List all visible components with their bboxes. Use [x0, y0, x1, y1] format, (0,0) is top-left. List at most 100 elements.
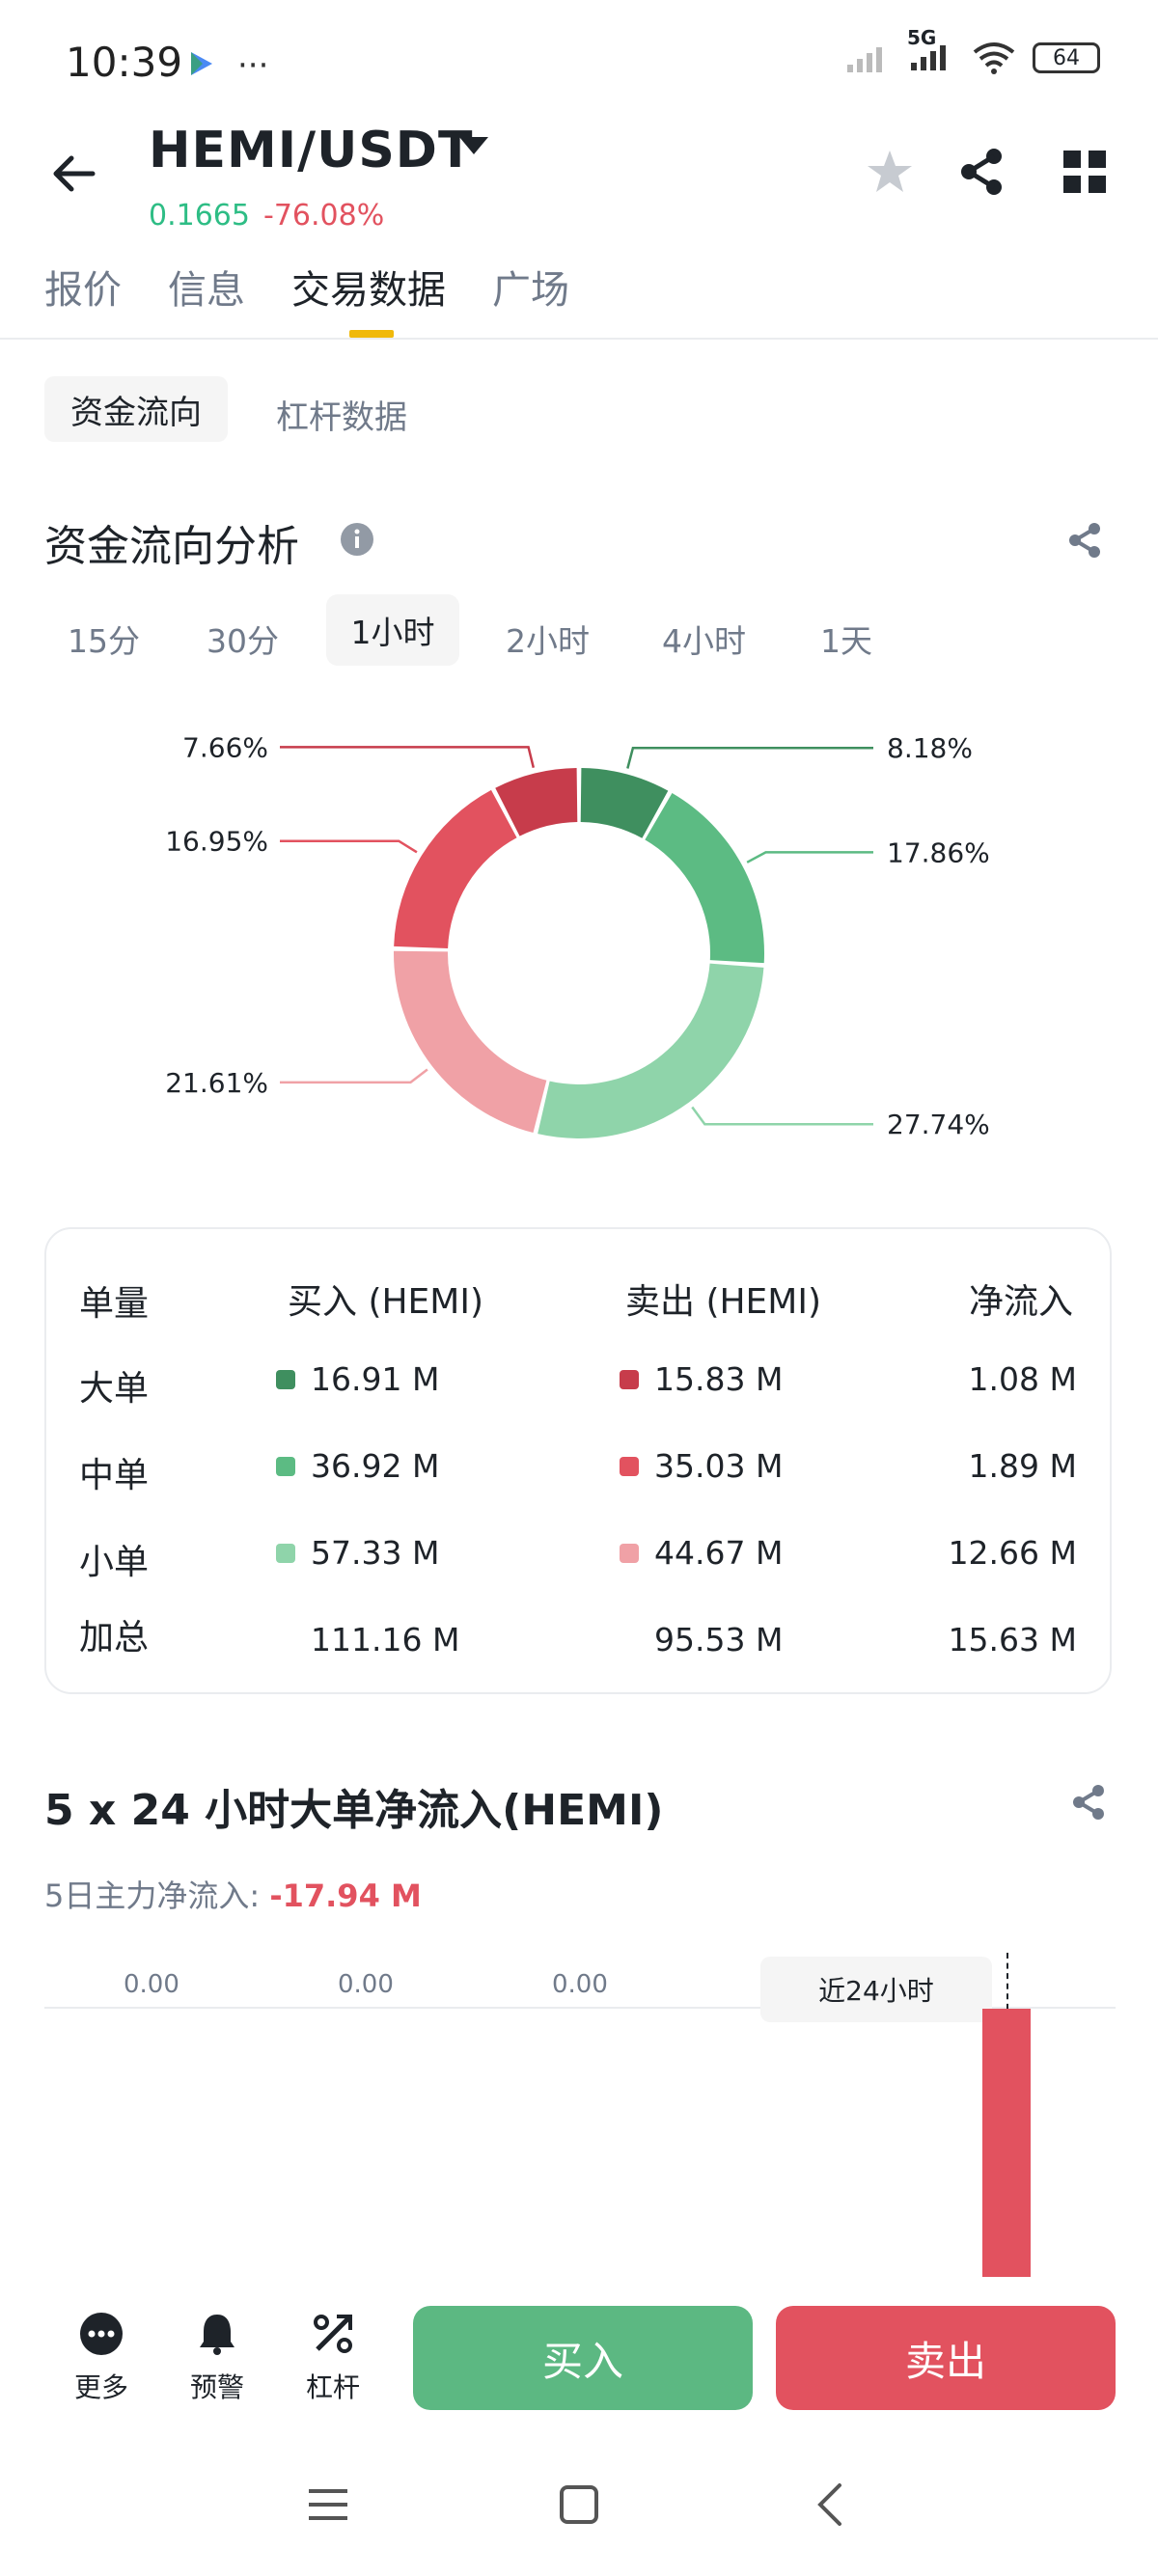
buy-button[interactable]: 买入 — [413, 2306, 753, 2410]
chart-tooltip: 近24小时 — [760, 1957, 992, 2022]
small-buy-value: 57.33 M — [311, 1534, 440, 1572]
donut-slice[interactable] — [538, 963, 764, 1138]
caret-down-icon[interactable] — [459, 137, 488, 156]
signal-icon — [847, 47, 882, 72]
row-label-large: 大单 — [79, 1369, 150, 1409]
price-change: -76.08% — [263, 199, 385, 233]
tabs-divider — [0, 338, 1158, 340]
legend-swatch — [620, 1369, 639, 1389]
leverage-label: 杠杆 — [305, 2371, 360, 2403]
status-time: 10:39 — [66, 39, 183, 86]
main-net-inflow: 5日主力净流入: -17.94 M — [44, 1872, 422, 1916]
legend-swatch — [620, 1543, 639, 1563]
star-icon[interactable] — [863, 145, 917, 199]
col-header-size: 单量 — [79, 1284, 150, 1324]
nav-back-icon[interactable] — [807, 2480, 857, 2530]
main-net-inflow-label: 5日主力净流入: — [44, 1877, 261, 1914]
medium-sell: 35.03 M — [620, 1447, 783, 1485]
active-tab-indicator — [349, 330, 394, 338]
small-buy: 57.33 M — [276, 1534, 439, 1572]
filter-1h[interactable]: 1小时 — [326, 594, 459, 666]
row-label-small: 小单 — [79, 1543, 150, 1582]
flow-donut-chart: 8.18% 17.86% 27.74% 21.61% 16.95% 7.66% — [165, 731, 990, 1140]
sell-button[interactable]: 卖出 — [776, 2306, 1116, 2410]
filter-15m[interactable]: 15分 — [68, 622, 140, 660]
bar-value-label: 0.00 — [552, 1970, 608, 1999]
col-header-sell: 卖出 (HEMI) — [625, 1282, 822, 1322]
tab-trading-data[interactable]: 交易数据 — [291, 268, 446, 313]
more-button[interactable]: 更多 — [48, 2311, 154, 2405]
small-sell-value: 44.67 M — [654, 1534, 784, 1572]
donut-slice[interactable] — [495, 768, 578, 836]
medium-net-value: 1.89 M — [968, 1447, 1077, 1485]
large-buy-value: 16.91 M — [311, 1360, 440, 1398]
legend-swatch — [276, 1543, 295, 1563]
battery-icon: 64 — [1033, 42, 1100, 73]
signal-5g-icon: 5G — [907, 26, 955, 74]
filter-30m[interactable]: 30分 — [207, 622, 279, 660]
home-icon[interactable] — [554, 2480, 604, 2530]
col-header-buy: 买入 (HEMI) — [288, 1282, 484, 1322]
large-order-title: 5 x 24 小时大单净流入(HEMI) — [44, 1786, 664, 1835]
donut-leader-line — [746, 851, 873, 863]
more-label: 更多 — [73, 2371, 128, 2403]
small-sell: 44.67 M — [620, 1534, 783, 1572]
tab-bar: 报价 信息 交易数据 广场 — [44, 259, 569, 315]
subtab-capital-flow[interactable]: 资金流向 — [44, 376, 228, 442]
tab-info[interactable]: 信息 — [168, 268, 245, 313]
total-sell-value: 95.53 M — [654, 1621, 784, 1658]
recent-apps-icon[interactable] — [303, 2480, 353, 2530]
section-share-icon[interactable] — [1065, 521, 1104, 560]
chart-baseline — [44, 2007, 1116, 2009]
donut-slice-label: 7.66% — [182, 731, 268, 763]
small-net-value: 12.66 M — [948, 1534, 1077, 1572]
main-net-inflow-value: -17.94 M — [269, 1877, 422, 1914]
donut-slice[interactable] — [580, 768, 669, 838]
filter-2h[interactable]: 2小时 — [506, 622, 590, 660]
medium-buy-value: 36.92 M — [311, 1447, 440, 1485]
back-arrow-icon[interactable] — [44, 145, 102, 203]
grid-menu-icon[interactable] — [1058, 145, 1112, 199]
donut-slice[interactable] — [394, 950, 547, 1134]
donut-leader-line — [691, 1106, 873, 1126]
col-header-net: 净流入 — [969, 1282, 1074, 1322]
pair-title[interactable]: HEMI/USDT — [149, 122, 474, 179]
more-notifications-icon: ··· — [237, 46, 269, 85]
legend-swatch — [276, 1456, 295, 1476]
legend-swatch — [276, 1369, 295, 1389]
large-net-value: 1.08 M — [968, 1360, 1077, 1398]
tab-quotes[interactable]: 报价 — [44, 268, 122, 313]
leverage-button[interactable]: 杠杆 — [280, 2311, 386, 2405]
flow-section-title: 资金流向分析 — [44, 522, 299, 571]
bell-icon — [200, 2315, 234, 2355]
total-buy-value: 111.16 M — [311, 1621, 460, 1658]
alert-button[interactable]: 预警 — [164, 2311, 270, 2405]
large-sell: 15.83 M — [620, 1360, 783, 1398]
donut-leader-line — [280, 839, 418, 854]
net-inflow-bar[interactable] — [982, 2009, 1031, 2277]
play-store-icon — [189, 50, 214, 81]
donut-slice[interactable] — [394, 789, 517, 948]
donut-slice[interactable] — [645, 792, 765, 964]
donut-slice-label: 16.95% — [165, 826, 268, 858]
donut-slice-label: 21.61% — [165, 1067, 268, 1099]
medium-buy: 36.92 M — [276, 1447, 439, 1485]
total-net-value: 15.63 M — [948, 1621, 1077, 1658]
donut-leader-line — [626, 746, 873, 769]
legend-swatch — [620, 1456, 639, 1476]
bar-value-label: 0.00 — [338, 1970, 394, 1999]
filter-1d[interactable]: 1天 — [820, 622, 872, 660]
donut-slice-label: 27.74% — [887, 1109, 990, 1140]
donut-slice-label: 17.86% — [887, 836, 990, 868]
tab-square[interactable]: 广场 — [492, 268, 569, 313]
wifi-icon — [973, 42, 1015, 74]
donut-slice-label: 8.18% — [887, 732, 973, 764]
subtab-leverage-data[interactable]: 杠杆数据 — [276, 398, 407, 437]
large-order-share-icon[interactable] — [1069, 1783, 1108, 1822]
info-icon[interactable] — [340, 522, 374, 557]
filter-4h[interactable]: 4小时 — [662, 622, 746, 660]
status-icons: 5G 64 — [843, 26, 1100, 75]
share-icon[interactable] — [955, 145, 1009, 199]
flow-summary-card — [44, 1227, 1112, 1694]
bar-value-label: 0.00 — [124, 1970, 179, 1999]
